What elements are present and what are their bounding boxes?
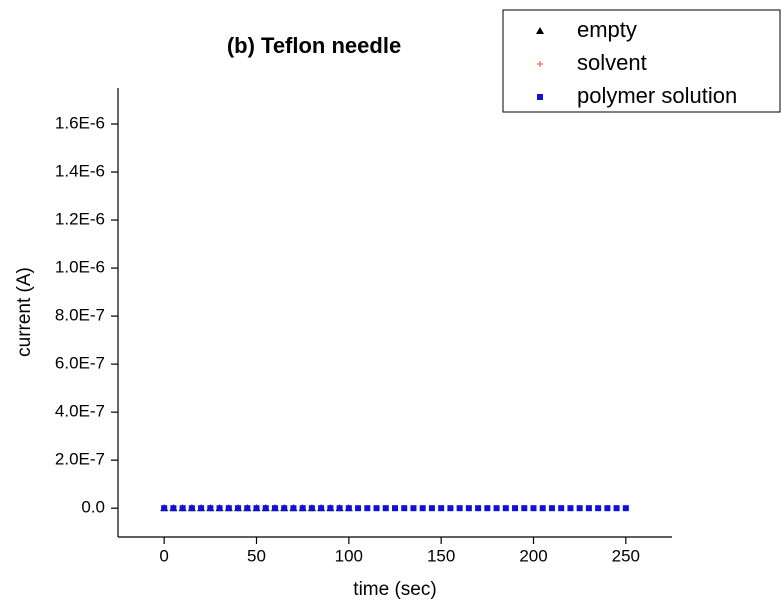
y-tick-label: 2.0E-7 [55, 450, 105, 469]
point [548, 505, 555, 512]
y-tick-label: 1.2E-6 [55, 210, 105, 229]
point [465, 505, 472, 512]
point [355, 505, 362, 512]
legend-label: empty [577, 17, 637, 42]
point [299, 505, 306, 512]
point [179, 505, 186, 512]
point [613, 505, 620, 512]
y-tick-label: 8.0E-7 [55, 306, 105, 325]
y-tick-label: 1.6E-6 [55, 114, 105, 133]
point [216, 505, 223, 512]
point [576, 505, 583, 512]
point [235, 505, 242, 512]
x-tick-label: 0 [159, 546, 168, 565]
legend-box [502, 9, 781, 113]
x-axis-label: time (sec) [353, 579, 436, 600]
point [521, 505, 528, 512]
point [428, 505, 435, 512]
legend-marker [537, 94, 543, 100]
x-tick-label: 250 [612, 546, 640, 565]
point [604, 505, 611, 512]
point [382, 505, 389, 512]
point [512, 505, 519, 512]
x-tick-label: 50 [247, 546, 266, 565]
legend-label: polymer solution [577, 83, 737, 108]
point [198, 505, 205, 512]
legend-marker [537, 61, 543, 67]
y-tick-label: 1.4E-6 [55, 162, 105, 181]
point [318, 505, 325, 512]
point [271, 505, 278, 512]
chart-title: (b) Teflon needle [227, 33, 401, 58]
point [539, 505, 546, 512]
point [456, 505, 463, 512]
y-tick-label: 4.0E-7 [55, 402, 105, 421]
point [327, 505, 334, 512]
point [484, 505, 491, 512]
point [170, 505, 177, 512]
point [438, 505, 445, 512]
point [253, 505, 260, 512]
point [188, 505, 195, 512]
point [336, 505, 343, 512]
point [410, 505, 417, 512]
point [225, 505, 232, 512]
point [364, 505, 371, 512]
point [345, 505, 352, 512]
point [373, 505, 380, 512]
y-tick-label: 0.0 [81, 498, 105, 517]
point [281, 505, 288, 512]
y-axis-label: current (A) [14, 267, 35, 357]
point [419, 505, 426, 512]
point [622, 505, 629, 512]
point [595, 505, 602, 512]
point [207, 505, 214, 512]
y-tick-label: 6.0E-7 [55, 354, 105, 373]
point [290, 505, 297, 512]
point [161, 505, 168, 512]
point [401, 505, 408, 512]
x-tick-label: 200 [519, 546, 547, 565]
point [567, 505, 574, 512]
point [530, 505, 537, 512]
point [493, 505, 500, 512]
point [447, 505, 454, 512]
point [392, 505, 398, 512]
x-tick-label: 150 [427, 546, 455, 565]
legend-label: solvent [577, 50, 647, 75]
point [244, 505, 251, 512]
point [308, 505, 315, 512]
point [558, 505, 565, 512]
point [585, 505, 592, 512]
point [475, 505, 482, 512]
legend-marker [536, 27, 544, 34]
point [502, 505, 509, 512]
x-tick-label: 100 [335, 546, 363, 565]
y-tick-label: 1.0E-6 [55, 258, 105, 277]
point [262, 505, 269, 512]
